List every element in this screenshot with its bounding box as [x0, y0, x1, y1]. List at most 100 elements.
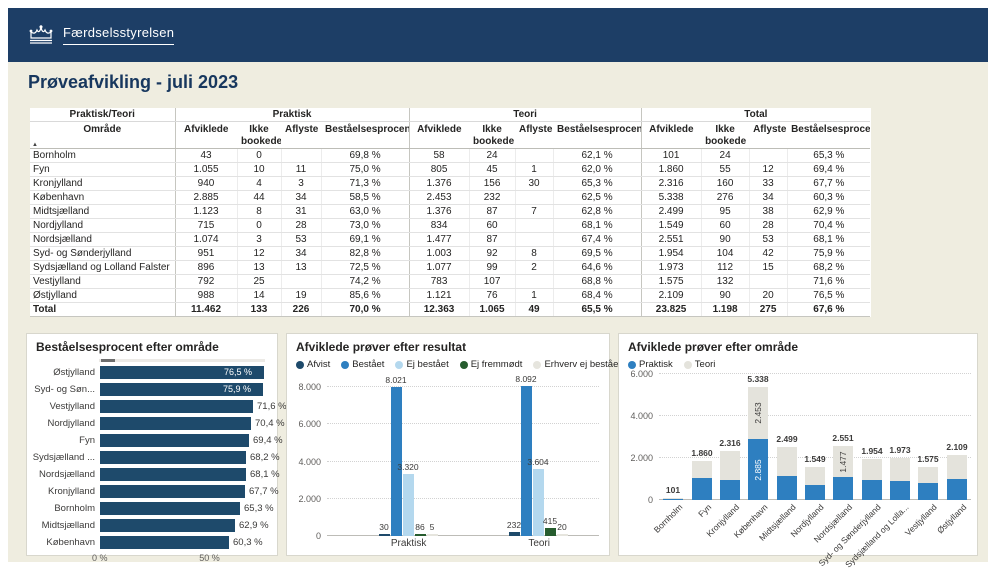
chart3-segment-praktisk[interactable]: [777, 476, 797, 500]
chart1-bar-nordsjælland[interactable]: [100, 468, 246, 481]
table-cell: 5.338: [640, 190, 702, 205]
legend-dot-icon: [395, 360, 404, 369]
chart3-segment-teori[interactable]: [692, 461, 712, 478]
column-header-best-elsesprocent[interactable]: Beståelsesprocent: [787, 121, 871, 149]
chart1-scrollbar-thumb[interactable]: [101, 359, 115, 362]
chart2-y-tick: 8.000: [298, 382, 321, 392]
legend-item-bestået[interactable]: Bestået: [341, 359, 384, 370]
table-cell: 68,8 %: [552, 274, 642, 289]
table-row: Syd- og Sønderjylland 951 12 34 82,8 % 1.003 9…: [30, 246, 871, 261]
chart1-bar-bornholm[interactable]: [100, 502, 240, 515]
dashboard: Færdselsstyrelsen Prøveafvikling - juli …: [8, 8, 988, 570]
column-header-aflyste[interactable]: Aflyste: [515, 121, 554, 149]
chart3-segment-praktisk[interactable]: [720, 480, 740, 500]
table-cell: 107: [468, 274, 516, 289]
table-cell: 834: [408, 218, 470, 233]
chart3-segment-teori[interactable]: [862, 459, 882, 480]
group-header-teori[interactable]: Teori: [408, 108, 642, 122]
chart2-x-label-praktisk: Praktisk: [390, 538, 427, 549]
legend-item-afvist[interactable]: Afvist: [296, 359, 330, 370]
legend-item-ej-bestået[interactable]: Ej bestået: [395, 359, 449, 370]
chart1-bar-københavn[interactable]: [100, 536, 229, 549]
chart2-y-tick: 4.000: [298, 457, 321, 467]
column-header-afviklede[interactable]: Afviklede: [408, 121, 470, 149]
chart3-segment-praktisk[interactable]: [663, 499, 683, 500]
chart3-segment-praktisk[interactable]: [692, 478, 712, 500]
table-cell: 60: [700, 218, 750, 233]
chart2-bar-afvist-teori[interactable]: [509, 532, 520, 536]
sort-ascending-icon[interactable]: ▲: [32, 142, 38, 148]
chart2-bar-erhverv-ej-bestået-teori[interactable]: [557, 534, 568, 536]
chart3-segment-praktisk[interactable]: [918, 483, 938, 500]
chart3-segment-teori[interactable]: [720, 451, 740, 480]
table-cell: 62,5 %: [552, 190, 642, 205]
chart3-segment-praktisk[interactable]: [947, 479, 967, 500]
table-cell: 69,4 %: [786, 162, 871, 177]
chart1-row: Bornholm 65,3 %: [27, 501, 277, 518]
column-header-ikke-bookede[interactable]: Ikke bookede: [469, 121, 516, 149]
table-cell: 896: [174, 260, 237, 275]
brand-name[interactable]: Færdselsstyrelsen: [63, 25, 175, 45]
chart1-bar-østjylland[interactable]: [100, 366, 264, 379]
chart3-segment-teori[interactable]: [918, 467, 938, 483]
table-cell: 12: [236, 246, 281, 261]
column-header-afviklede[interactable]: Afviklede: [174, 121, 237, 149]
table-cell: 1.198: [700, 302, 750, 317]
chart3-segment-teori[interactable]: 1.477: [833, 446, 853, 477]
table-row: København 2.885 44 34 58,5 % 2.453 232 62,5 % 5.…: [30, 190, 871, 205]
table-cell: 68,1 %: [786, 232, 871, 247]
column-header-aflyste[interactable]: Aflyste: [749, 121, 788, 149]
chart1-bar-fyn[interactable]: [100, 434, 249, 447]
table-cell: 0: [236, 148, 281, 163]
table-cell: 74,2 %: [320, 274, 410, 289]
column-header-ikke-bookede[interactable]: Ikke bookede: [237, 121, 281, 149]
table-cell: 68,1 %: [552, 218, 642, 233]
table-cell: 10: [236, 162, 281, 177]
chart2-bar-ej-bestået-teori[interactable]: [533, 469, 544, 536]
chart1-bar-kronjylland[interactable]: [100, 485, 245, 498]
chart2-bar-bestået-teori[interactable]: [521, 386, 532, 536]
column-header-aflyste[interactable]: Aflyste: [281, 121, 321, 149]
chart3-segment-praktisk[interactable]: [890, 481, 910, 500]
chart3-stack-sydsjælland-og-lolla-: [890, 458, 910, 500]
legend-item-praktisk[interactable]: Praktisk: [628, 359, 673, 370]
group-header-total[interactable]: Total: [640, 108, 871, 122]
chart2-bar-afvist-praktisk[interactable]: [379, 534, 390, 536]
column-header-omraade[interactable]: Område ▲: [30, 121, 175, 149]
chart3-segment-teori[interactable]: [805, 467, 825, 485]
chart3-segment-praktisk[interactable]: [805, 485, 825, 500]
chart3-segment-praktisk[interactable]: 2.885: [748, 439, 768, 500]
chart2-bar-bestået-praktisk[interactable]: [391, 387, 402, 536]
chart2-bar-ej-bestået-praktisk[interactable]: [403, 474, 414, 536]
chart1-bar-nordjylland[interactable]: [100, 417, 251, 430]
chart2-bar-erhverv-ej-bestået-praktisk[interactable]: [427, 534, 438, 536]
legend-item-teori[interactable]: Teori: [683, 359, 715, 370]
chart3-segment-praktisk[interactable]: [833, 477, 853, 500]
group-header-praktisk[interactable]: Praktisk: [174, 108, 410, 122]
chart3-segment-teori[interactable]: [890, 458, 910, 481]
group-header-omraade[interactable]: Praktisk/Teori: [30, 108, 175, 122]
chart3-segment-teori[interactable]: [663, 498, 683, 499]
column-header-best-elsesprocent[interactable]: Beståelsesprocent: [553, 121, 642, 149]
chart3-segment-teori[interactable]: 2.453: [748, 387, 768, 439]
table-cell: 11.462: [174, 302, 237, 317]
gridline: [327, 461, 599, 462]
omraade-header-label[interactable]: Område: [83, 124, 122, 135]
chart1-bar-sydsjælland-[interactable]: [100, 451, 246, 464]
table-cell: 2.453: [408, 190, 470, 205]
column-header-ikke-bookede[interactable]: Ikke bookede: [701, 121, 750, 149]
chart1-bar-vestjylland[interactable]: [100, 400, 253, 413]
chart1-bar-midtsjælland[interactable]: [100, 519, 235, 532]
legend-item-ej-fremmødt[interactable]: Ej fremmødt: [459, 359, 522, 370]
chart3-segment-teori[interactable]: [777, 447, 797, 476]
chart1-bar-syd-og-søn-[interactable]: [100, 383, 263, 396]
column-header-best-elsesprocent[interactable]: Beståelsesprocent: [321, 121, 410, 149]
chart2-bar-ej-fremmødt-teori[interactable]: [545, 528, 556, 536]
chart3-segment-teori[interactable]: [947, 455, 967, 479]
table-cell: 70,4 %: [786, 218, 871, 233]
column-header-afviklede[interactable]: Afviklede: [640, 121, 702, 149]
chart2-bar-ej-fremmødt-praktisk[interactable]: [415, 534, 426, 536]
chart1-scrollbar[interactable]: [99, 359, 265, 362]
chart3-segment-praktisk[interactable]: [862, 480, 882, 500]
legend-item-erhverv-ej-bestået[interactable]: Erhverv ej bestået: [533, 359, 621, 370]
